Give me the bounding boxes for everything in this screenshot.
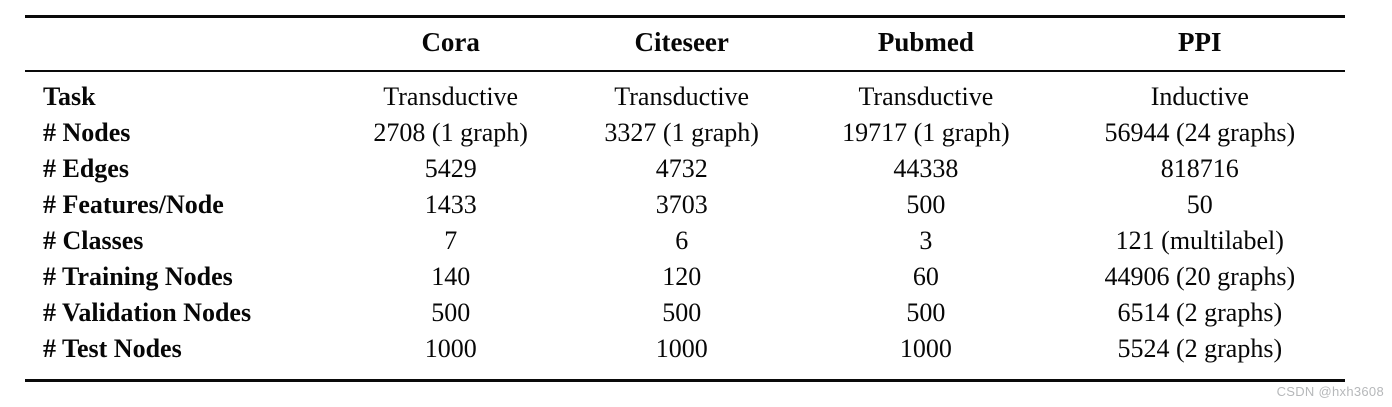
table-row-classes: # Classes 7 6 3 121 (multilabel) bbox=[25, 223, 1345, 259]
row-label: # Training Nodes bbox=[43, 262, 233, 291]
table-row-validation-nodes: # Validation Nodes 500 500 500 6514 (2 g… bbox=[25, 295, 1345, 331]
corner-cell bbox=[25, 16, 336, 72]
cell: 6514 (2 graphs) bbox=[1117, 298, 1283, 327]
table-row-test-nodes: # Test Nodes 1000 1000 1000 5524 (2 grap… bbox=[25, 331, 1345, 381]
cell: 60 bbox=[912, 262, 939, 291]
dataset-summary-table: Cora Citeseer Pubmed PPI Task Transducti… bbox=[25, 15, 1345, 382]
cell: 140 bbox=[431, 262, 471, 291]
cell: 44906 (20 graphs) bbox=[1104, 262, 1296, 291]
header-row: Cora Citeseer Pubmed PPI bbox=[25, 16, 1345, 72]
column-header-pubmed: Pubmed bbox=[797, 16, 1055, 72]
cell: 1000 bbox=[899, 334, 952, 363]
table-row-training-nodes: # Training Nodes 140 120 60 44906 (20 gr… bbox=[25, 259, 1345, 295]
cell: Transductive bbox=[383, 82, 519, 111]
row-label: # Nodes bbox=[43, 118, 131, 147]
cell: 500 bbox=[662, 298, 702, 327]
cell: 19717 (1 graph) bbox=[842, 118, 1010, 147]
cell: 120 bbox=[662, 262, 702, 291]
cell: Transductive bbox=[858, 82, 994, 111]
table-row-features: # Features/Node 1433 3703 500 50 bbox=[25, 187, 1345, 223]
cell: 3703 bbox=[655, 190, 708, 219]
row-label: Task bbox=[43, 82, 96, 111]
table-body: Task Transductive Transductive Transduct… bbox=[25, 71, 1345, 381]
cell: 50 bbox=[1186, 190, 1213, 219]
cell: 5429 bbox=[424, 154, 477, 183]
cell: 4732 bbox=[655, 154, 708, 183]
csdn-watermark: CSDN @hxh3608 bbox=[1276, 384, 1384, 399]
cell: 2708 (1 graph) bbox=[373, 118, 528, 147]
column-header-ppi: PPI bbox=[1054, 16, 1345, 72]
cell: 818716 bbox=[1160, 154, 1239, 183]
row-label: # Features/Node bbox=[43, 190, 224, 219]
cell: 500 bbox=[906, 298, 946, 327]
cell: Transductive bbox=[614, 82, 750, 111]
cell: 7 bbox=[444, 226, 458, 255]
cell: 1433 bbox=[424, 190, 477, 219]
row-label: # Validation Nodes bbox=[43, 298, 252, 327]
column-header-cora: Cora bbox=[335, 16, 567, 72]
table-row-task: Task Transductive Transductive Transduct… bbox=[25, 71, 1345, 115]
row-label: # Edges bbox=[43, 154, 129, 183]
cell: 56944 (24 graphs) bbox=[1104, 118, 1296, 147]
table-row-nodes: # Nodes 2708 (1 graph) 3327 (1 graph) 19… bbox=[25, 115, 1345, 151]
cell: 1000 bbox=[655, 334, 708, 363]
table-header: Cora Citeseer Pubmed PPI bbox=[25, 16, 1345, 72]
table-row-edges: # Edges 5429 4732 44338 818716 bbox=[25, 151, 1345, 187]
cell: 3 bbox=[919, 226, 933, 255]
cell: 121 (multilabel) bbox=[1115, 226, 1284, 255]
cell: 500 bbox=[906, 190, 946, 219]
cell: Inductive bbox=[1150, 82, 1249, 111]
cell: 44338 bbox=[893, 154, 959, 183]
row-label: # Classes bbox=[43, 226, 144, 255]
cell: 500 bbox=[431, 298, 471, 327]
cell: 3327 (1 graph) bbox=[604, 118, 759, 147]
column-header-citeseer: Citeseer bbox=[566, 16, 798, 72]
dataset-summary-table-container: Cora Citeseer Pubmed PPI Task Transducti… bbox=[25, 15, 1345, 382]
cell: 6 bbox=[675, 226, 689, 255]
row-label: # Test Nodes bbox=[43, 334, 182, 363]
cell: 1000 bbox=[424, 334, 477, 363]
cell: 5524 (2 graphs) bbox=[1117, 334, 1283, 363]
